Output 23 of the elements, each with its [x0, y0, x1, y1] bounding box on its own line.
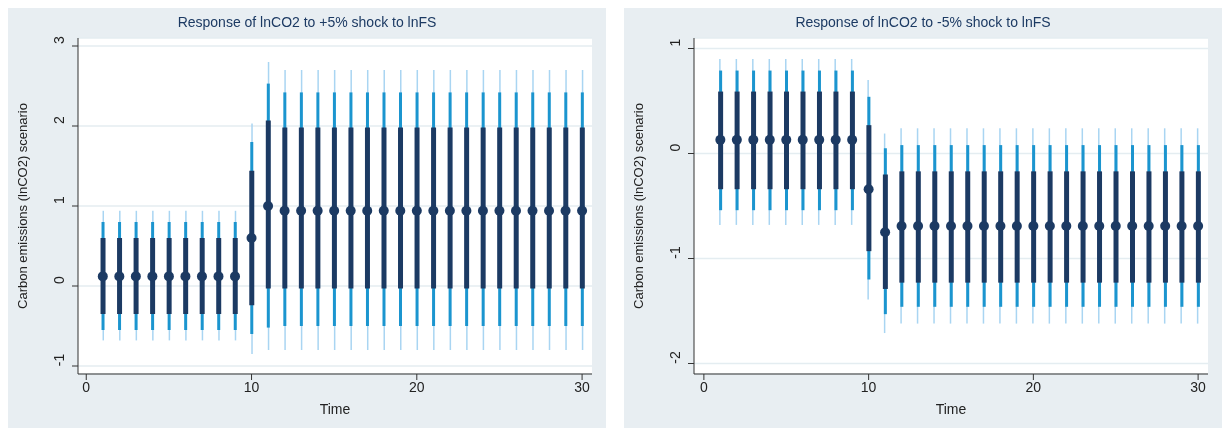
y-tick-label: 0	[667, 143, 683, 152]
y-axis-title: Carbon emissions (lnCO2) scenario	[630, 103, 646, 309]
x-tick-label: 20	[1025, 378, 1042, 395]
x-tick-label: 10	[860, 378, 877, 395]
y-tick-label: -2	[667, 351, 683, 364]
y-tick-label: 2	[51, 115, 67, 124]
x-axis-title: Time	[935, 401, 967, 417]
y-tick-label: 0	[51, 275, 67, 284]
x-tick-label: 30	[1190, 378, 1207, 395]
x-tick-label: 0	[699, 378, 708, 395]
y-axis-title: Carbon emissions (lnCO2) scenario	[14, 103, 30, 309]
y-tick-label: -1	[667, 246, 683, 259]
x-tick-label: 30	[574, 378, 591, 395]
x-tick-label: 10	[243, 378, 260, 395]
y-tick-label: 3	[51, 35, 67, 44]
y-tick-label: -1	[51, 353, 67, 367]
y-tick-label: 1	[51, 195, 67, 204]
chart-title: Response of lnCO2 to +5% shock to lnFS	[176, 13, 438, 32]
x-tick-label: 0	[82, 378, 91, 395]
x-axis-title: Time	[319, 401, 351, 417]
x-tick-label: 20	[409, 378, 425, 395]
y-tick-label: 1	[667, 38, 683, 47]
chart-title: Response of lnCO2 to -5% shock to lnFS	[794, 13, 1052, 32]
